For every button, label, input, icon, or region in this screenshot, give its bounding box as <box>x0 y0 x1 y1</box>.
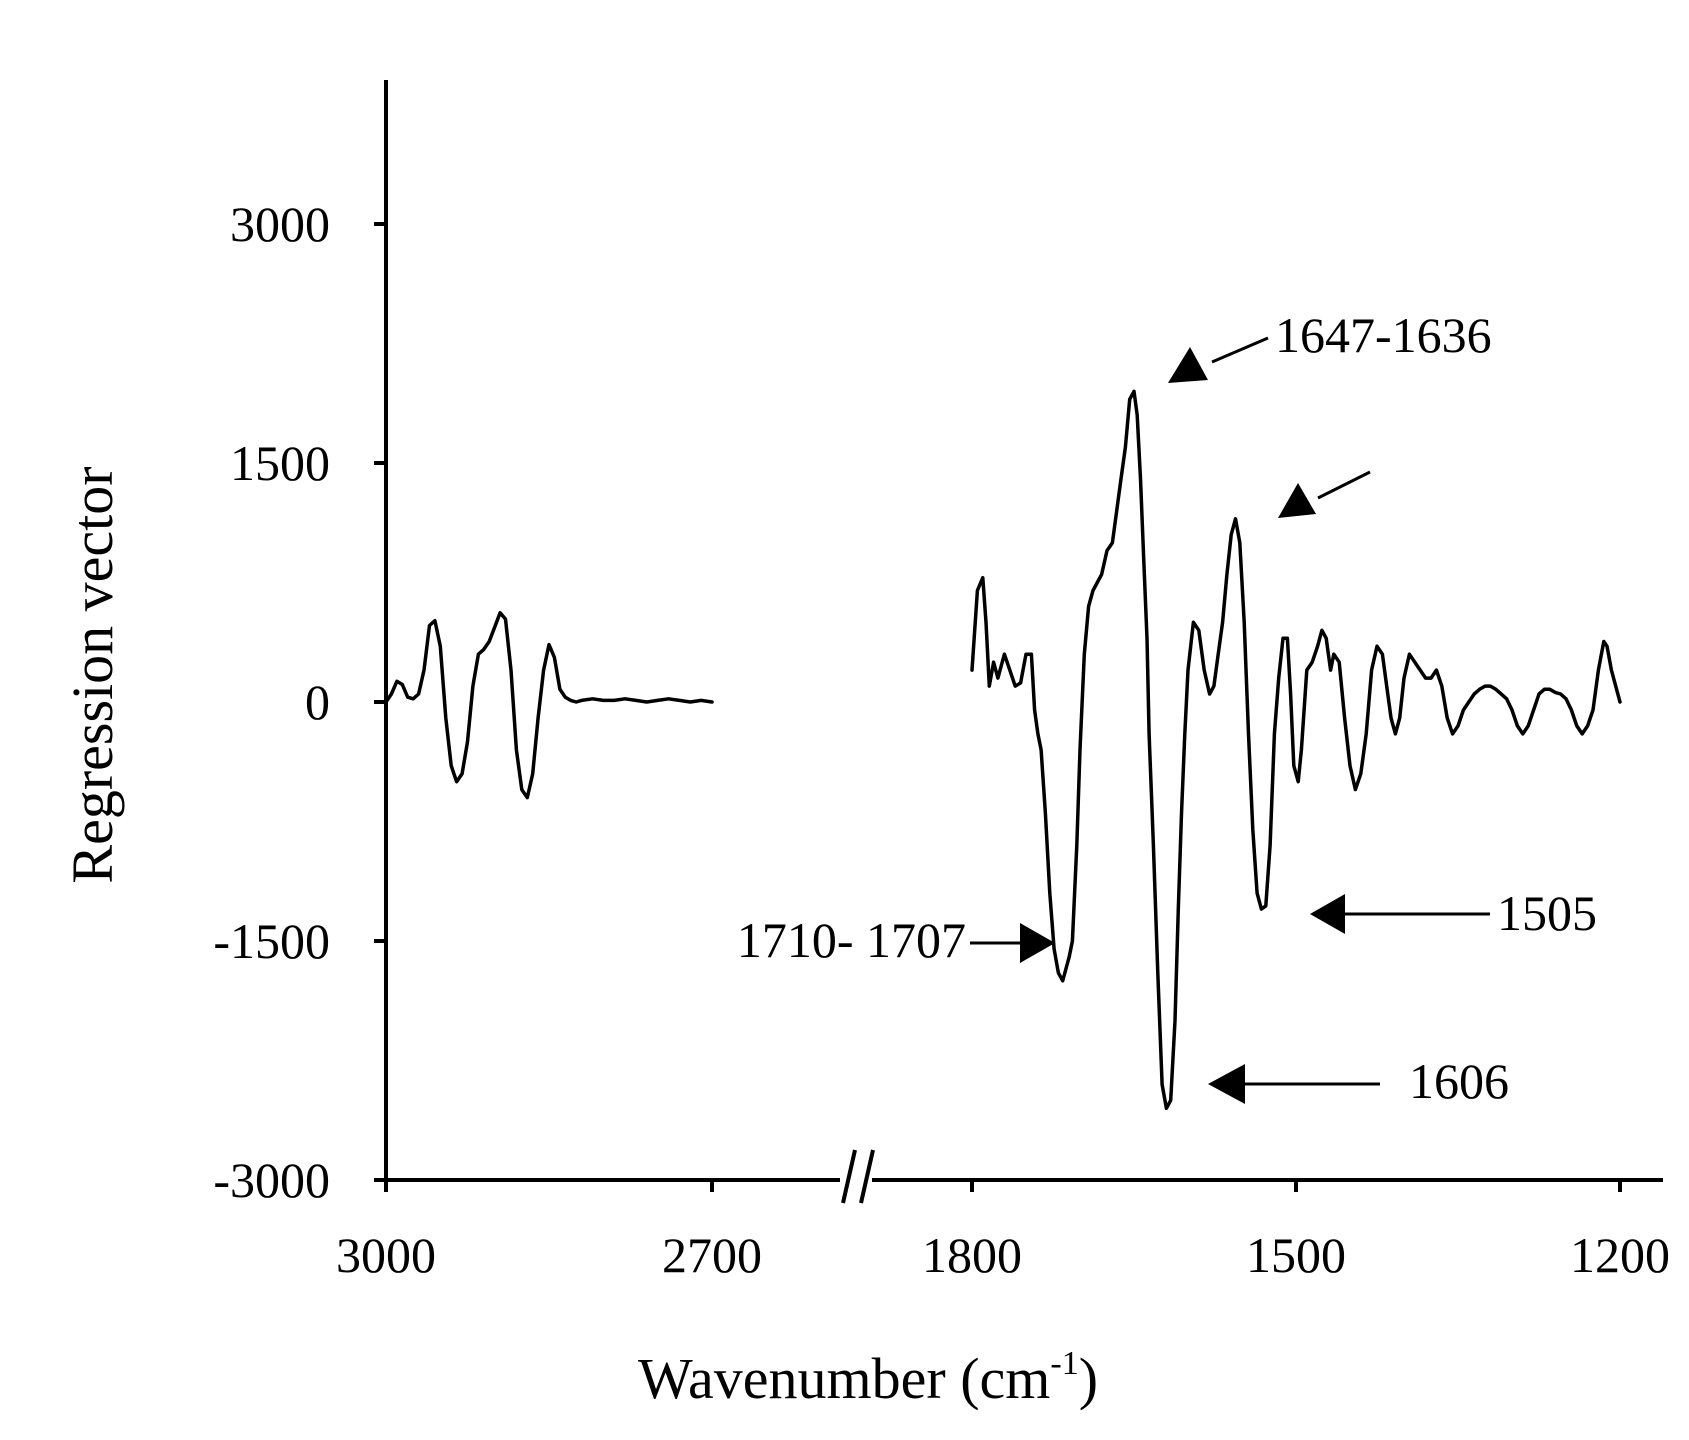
annotations: 1647-1636 1710- 1707 1505 1606 <box>737 307 1597 1109</box>
annotation-arrow-head <box>1020 923 1055 963</box>
x-axis-title-text: Wavenumber (cm <box>638 1346 1050 1411</box>
annotation-arrow-line <box>1211 336 1269 364</box>
annotation-label: 1505 <box>1497 885 1597 941</box>
annotation: 1606 <box>1208 1053 1509 1109</box>
annotation-label: 1647-1636 <box>1275 307 1492 363</box>
x-tick-label: 1500 <box>1246 1227 1346 1283</box>
x-axis-title-superscript: -1 <box>1050 1345 1078 1382</box>
annotation-arrow-line <box>1317 470 1371 500</box>
annotation-label: 1710- 1707 <box>737 912 966 968</box>
y-tick-label: 3000 <box>230 196 330 252</box>
axis-break-mark <box>841 1149 857 1204</box>
annotation-arrow-head <box>1278 483 1316 518</box>
annotation-arrow-head <box>1310 894 1345 934</box>
y-tick-label: 1500 <box>230 435 330 491</box>
y-tick-label: -3000 <box>213 1152 330 1208</box>
x-axis-title-close: ) <box>1079 1346 1098 1411</box>
series-line <box>970 389 1622 1111</box>
annotation: 1647-1636 <box>1168 307 1492 383</box>
y-axis-title: Regression vector <box>60 466 125 883</box>
y-tick-label: -1500 <box>213 913 330 969</box>
annotation-arrow-head <box>1168 347 1208 383</box>
x-axis-ticks: 3000 2700 1800 1500 1200 <box>336 1180 1670 1283</box>
annotation: 1710- 1707 <box>737 912 1055 968</box>
annotation: 1505 <box>1310 885 1597 941</box>
x-axis-title: Wavenumber (cm-1) <box>638 1345 1098 1411</box>
series-line <box>384 611 714 800</box>
axes <box>376 80 1663 1204</box>
annotation-label: 1606 <box>1409 1053 1509 1109</box>
x-tick-label: 2700 <box>662 1227 762 1283</box>
annotation <box>1278 470 1371 518</box>
annotation-arrow-head <box>1208 1064 1245 1104</box>
series-lines <box>384 389 1622 1111</box>
x-tick-label: 1200 <box>1570 1227 1670 1283</box>
x-tick-label: 3000 <box>336 1227 436 1283</box>
y-tick-label: 0 <box>305 674 330 730</box>
y-axis-ticks: 3000 1500 0 -1500 -3000 <box>213 196 386 1208</box>
x-tick-label: 1800 <box>922 1227 1022 1283</box>
axis-break-mark <box>859 1149 875 1204</box>
